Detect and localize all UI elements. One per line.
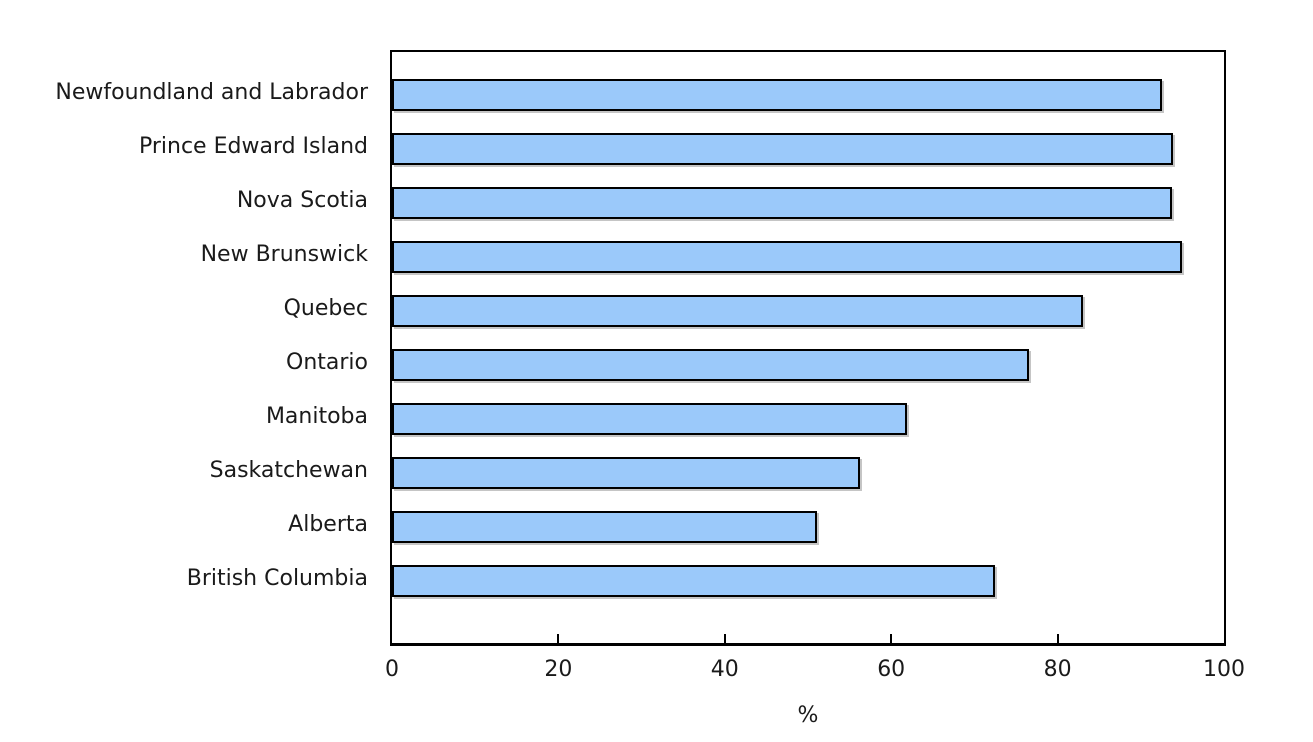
category-label: British Columbia <box>186 566 368 591</box>
category-label: Nova Scotia <box>236 188 368 213</box>
category-label: New Brunswick <box>200 242 368 267</box>
category-label: Quebec <box>283 296 368 321</box>
bar <box>392 565 996 597</box>
bar <box>392 511 818 543</box>
category-label: Ontario <box>286 350 368 375</box>
x-axis-tick-label: 20 <box>544 657 573 682</box>
x-axis-tick-label: 80 <box>1043 657 1072 682</box>
x-axis-tick-mark <box>557 634 560 643</box>
bar <box>392 403 907 435</box>
x-axis-tick-label: 60 <box>877 657 906 682</box>
bar <box>392 133 1174 165</box>
x-axis-tick-mark <box>723 634 726 643</box>
bar <box>392 187 1172 219</box>
category-label: Manitoba <box>265 404 368 429</box>
x-axis-tick-label: 100 <box>1203 657 1245 682</box>
x-axis-tick-label: 40 <box>710 657 739 682</box>
x-axis-tick-label: 0 <box>385 657 399 682</box>
x-axis-tick-mark <box>890 634 893 643</box>
category-label: Saskatchewan <box>209 458 368 483</box>
bar <box>392 79 1162 111</box>
x-axis-label: % <box>797 703 819 728</box>
category-label: Alberta <box>288 512 368 537</box>
x-axis-tick-mark <box>1056 634 1059 643</box>
plot-area <box>390 50 1226 646</box>
bar <box>392 295 1083 327</box>
bar <box>392 349 1030 381</box>
category-label: Prince Edward Island <box>138 134 368 159</box>
category-label: Newfoundland and Labrador <box>55 80 368 105</box>
bar <box>392 241 1183 273</box>
bar <box>392 457 861 489</box>
